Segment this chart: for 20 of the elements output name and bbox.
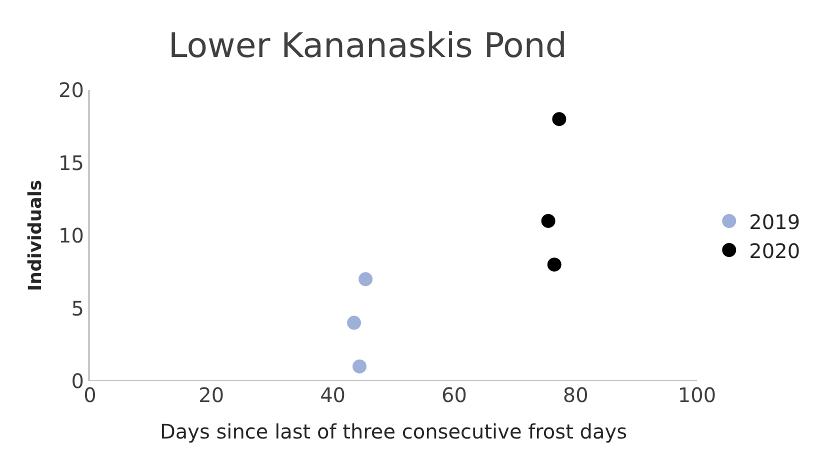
legend-label: 2019: [749, 210, 800, 234]
chart-title: Lower Kananaskis Pond: [168, 26, 567, 66]
y-tick-label: 5: [71, 296, 84, 320]
legend-label: 2020: [749, 238, 800, 263]
y-tick-label: 15: [58, 150, 84, 175]
x-tick-label: 80: [562, 383, 588, 407]
point: [552, 112, 566, 126]
x-tick-label: 20: [198, 383, 224, 407]
point: [347, 316, 362, 330]
y-axis-title: Individuals: [25, 180, 46, 292]
point: [541, 214, 556, 228]
point: [547, 258, 562, 272]
x-tick-label: 60: [441, 383, 467, 407]
x-tick-label: 100: [678, 383, 716, 407]
x-axis-title: Days since last of three consecutive frost days: [160, 420, 628, 444]
y-tick-label: 10: [58, 224, 84, 248]
point: [358, 272, 373, 286]
x-tick-label: 40: [320, 383, 346, 407]
point: [352, 359, 367, 374]
y-tick-label: 20: [58, 78, 84, 102]
